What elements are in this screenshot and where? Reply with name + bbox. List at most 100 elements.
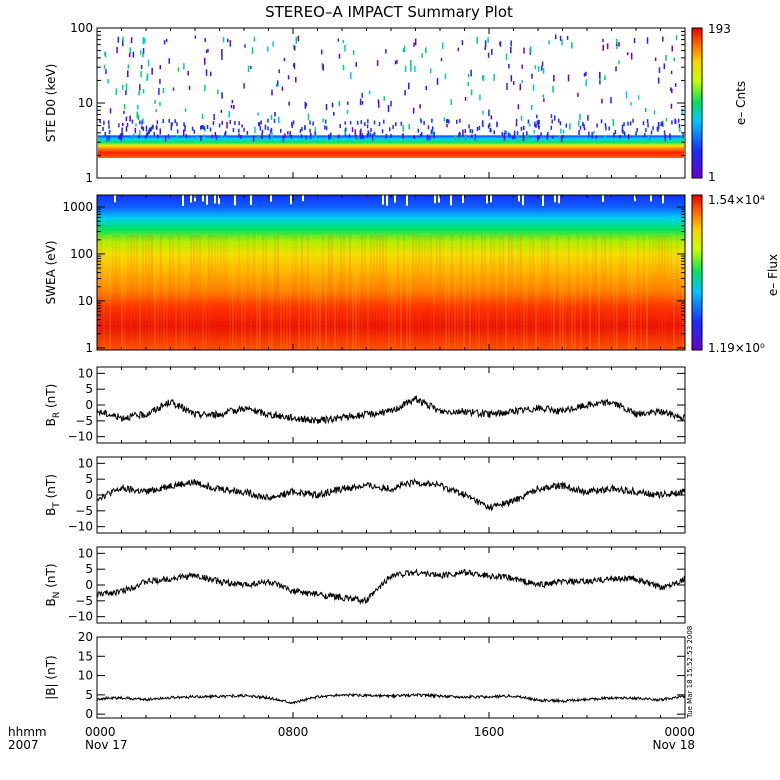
swea-streak	[232, 235, 234, 350]
ste-count-mark	[522, 132, 525, 137]
ste-count-mark	[122, 84, 124, 90]
ste-count-mark	[301, 126, 303, 131]
ste-count-mark	[153, 131, 155, 136]
ste-count-mark	[559, 35, 562, 41]
ste-count-mark	[332, 135, 335, 140]
ste-count-mark	[250, 65, 252, 70]
ste-count-mark	[588, 131, 590, 138]
swea-streak	[178, 235, 180, 350]
ste-count-mark	[678, 123, 681, 128]
swea-streak	[187, 235, 189, 350]
swea-streak	[316, 235, 318, 350]
swea-streak	[142, 235, 144, 350]
ste-count-mark	[138, 90, 140, 96]
swea-streak	[598, 235, 600, 350]
swea-streak	[475, 235, 477, 350]
swea-streak	[358, 235, 360, 350]
ste-count-mark	[122, 36, 124, 41]
swea-streak	[160, 235, 162, 350]
ste-count-mark	[646, 119, 649, 124]
ste-count-mark	[330, 132, 332, 137]
ste-count-mark	[488, 122, 491, 127]
ste-count-mark	[569, 123, 571, 130]
ste-count-mark	[155, 109, 158, 113]
ste-count-mark	[540, 132, 542, 137]
ste-count-mark	[431, 129, 434, 136]
ste-count-mark	[138, 134, 140, 139]
swea-streak	[463, 235, 465, 350]
ste-count-mark	[390, 100, 392, 107]
ste-count-mark	[604, 75, 606, 81]
bmag-ytick-label: 5	[85, 688, 93, 702]
ste-count-mark	[137, 104, 139, 110]
swea-ytick-label: 1	[85, 341, 93, 355]
ste-count-mark	[567, 74, 570, 82]
ste-count-mark	[547, 132, 549, 137]
swea-gap	[650, 195, 652, 202]
ste-count-mark	[675, 35, 678, 41]
ste-count-mark	[593, 130, 595, 135]
ste-count-mark	[625, 91, 628, 99]
swea-gap	[290, 195, 292, 205]
swea-streak	[448, 235, 450, 350]
ste-count-mark	[578, 129, 580, 135]
ste-count-mark	[390, 133, 392, 138]
ste-count-mark	[196, 135, 198, 139]
swea-streak	[331, 235, 333, 350]
ste-count-mark	[122, 39, 124, 47]
ste-count-mark	[540, 65, 543, 71]
swea-ytick-label: 10	[78, 294, 93, 308]
ste-count-mark	[550, 114, 553, 119]
ste-count-mark	[273, 118, 276, 123]
ste-count-mark	[642, 121, 645, 126]
ste-count-mark	[164, 135, 167, 142]
bn-ytick-label: −10	[68, 610, 93, 624]
swea-streak	[370, 235, 372, 350]
ste-count-mark	[229, 40, 232, 47]
swea-streak	[355, 235, 357, 350]
ste-count-mark	[310, 135, 312, 140]
ste-count-mark	[616, 43, 618, 50]
ste-count-mark	[154, 99, 156, 104]
ste-count-mark	[467, 73, 470, 78]
ste-count-mark	[118, 135, 120, 140]
ste-count-mark	[163, 40, 166, 45]
ste-count-mark	[436, 78, 439, 85]
ste-count-mark	[309, 120, 311, 125]
ste-count-mark	[227, 38, 229, 43]
swea-gap	[634, 195, 636, 202]
swea-streak	[157, 235, 159, 350]
ste-count-mark	[270, 114, 273, 120]
ste-count-mark	[585, 71, 587, 77]
ste-count-mark	[146, 132, 149, 137]
br-ytick-label: 10	[78, 366, 93, 380]
swea-streak	[379, 235, 381, 350]
ste-count-mark	[137, 114, 140, 121]
ste-count-mark	[339, 124, 341, 129]
ste-count-mark	[387, 105, 390, 113]
swea-streak	[247, 235, 249, 350]
ste-count-mark	[151, 67, 153, 75]
swea-streak	[631, 235, 633, 350]
ste-count-mark	[121, 122, 124, 127]
swea-gap	[194, 195, 196, 202]
swea-streak	[172, 235, 174, 350]
ste-count-mark	[551, 119, 553, 124]
swea-streak	[364, 235, 366, 350]
bmag-ytick-label: 20	[78, 630, 93, 644]
ste-count-mark	[152, 124, 154, 129]
swea-streak	[217, 235, 219, 350]
swea-streak	[619, 235, 621, 350]
ste-count-mark	[238, 121, 240, 126]
ste-count-mark	[404, 65, 407, 72]
ste-count-mark	[493, 130, 496, 135]
ste-count-mark	[360, 120, 363, 125]
ste-count-mark	[314, 126, 317, 132]
ste-count-mark	[552, 135, 554, 139]
ste-count-mark	[657, 122, 660, 127]
swea-streak	[421, 235, 423, 350]
ste-count-mark	[264, 124, 267, 130]
br-ytick-label: −10	[68, 430, 93, 444]
ste-count-mark	[627, 121, 629, 126]
ste-count-mark	[474, 133, 477, 141]
